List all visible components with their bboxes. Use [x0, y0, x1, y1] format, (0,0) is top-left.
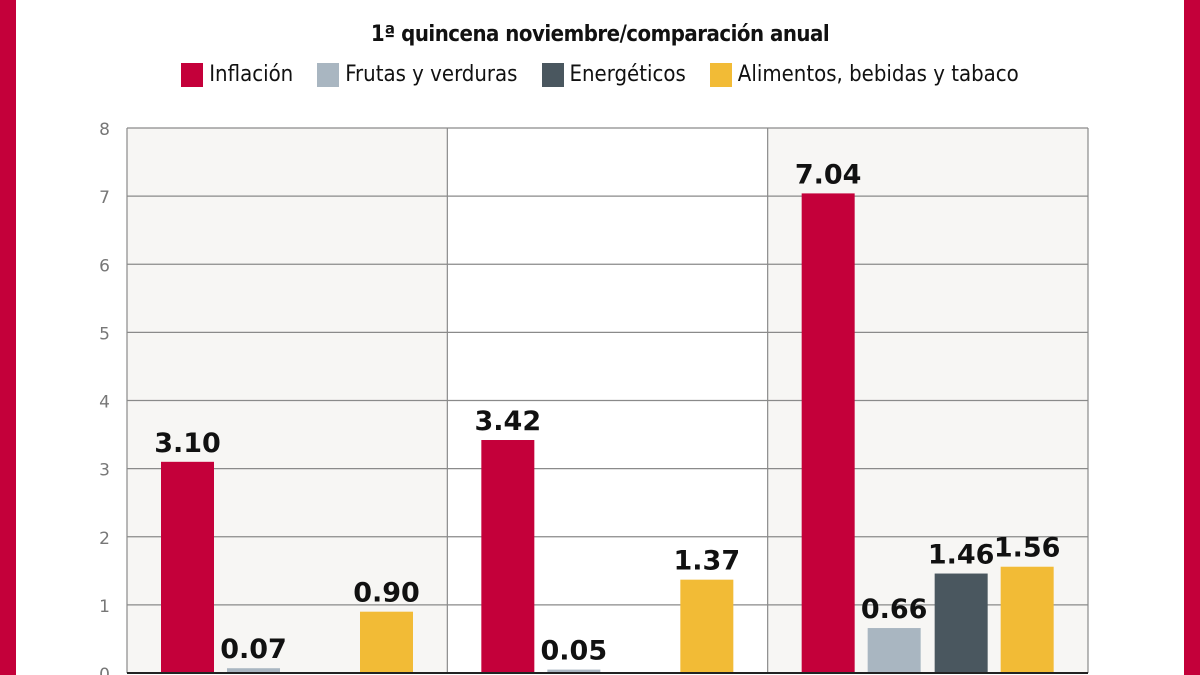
- bar: [1000, 566, 1054, 673]
- legend-label: Inflación: [209, 62, 294, 87]
- legend-swatch: [709, 62, 732, 87]
- data-label: 3.42: [475, 406, 542, 437]
- legend-swatch: [181, 62, 204, 87]
- bar: [547, 669, 601, 673]
- y-tick-label: 4: [99, 393, 110, 413]
- bar: [801, 193, 855, 673]
- legend-swatch: [317, 62, 340, 87]
- legend-item: Inflación: [181, 62, 293, 87]
- bar: [867, 628, 921, 673]
- y-tick-label: 7: [99, 188, 110, 208]
- data-label: 1.46: [928, 540, 995, 571]
- data-label: 0.66: [861, 594, 928, 625]
- legend-label: Frutas y verduras: [345, 62, 518, 87]
- data-label: 1.37: [674, 546, 741, 577]
- y-tick-label: 6: [99, 256, 110, 276]
- y-tick-label: 3: [99, 461, 110, 481]
- y-tick-label: 0: [99, 665, 110, 675]
- bar: [481, 440, 535, 673]
- data-label: 0.90: [353, 578, 420, 609]
- y-tick-label: 1: [99, 597, 110, 617]
- data-label: 3.10: [154, 428, 221, 459]
- legend-item: Alimentos, bebidas y tabaco: [709, 62, 1019, 87]
- data-label: 0.07: [220, 634, 287, 665]
- bar: [360, 611, 413, 673]
- bar: [227, 668, 280, 673]
- data-label: 7.04: [795, 159, 862, 190]
- legend-swatch: [541, 62, 564, 87]
- y-tick-label: 5: [99, 324, 110, 344]
- data-label: 1.56: [994, 533, 1061, 564]
- data-label: 0.05: [541, 636, 608, 667]
- legend: Inflación Frutas y verduras Energéticos Ali…: [0, 62, 1200, 87]
- bar: [680, 579, 734, 673]
- y-tick-label: 2: [99, 529, 110, 549]
- legend-label: Energéticos: [569, 62, 686, 87]
- chart-title: 1ª quincena noviembre/comparación anual: [370, 22, 830, 47]
- legend-label: Alimentos, bebidas y tabaco: [737, 62, 1019, 87]
- bar: [161, 461, 214, 673]
- y-tick-label: 8: [99, 120, 110, 140]
- legend-item: Energéticos: [541, 62, 686, 87]
- legend-item: Frutas y verduras: [317, 62, 518, 87]
- bar: [934, 573, 988, 673]
